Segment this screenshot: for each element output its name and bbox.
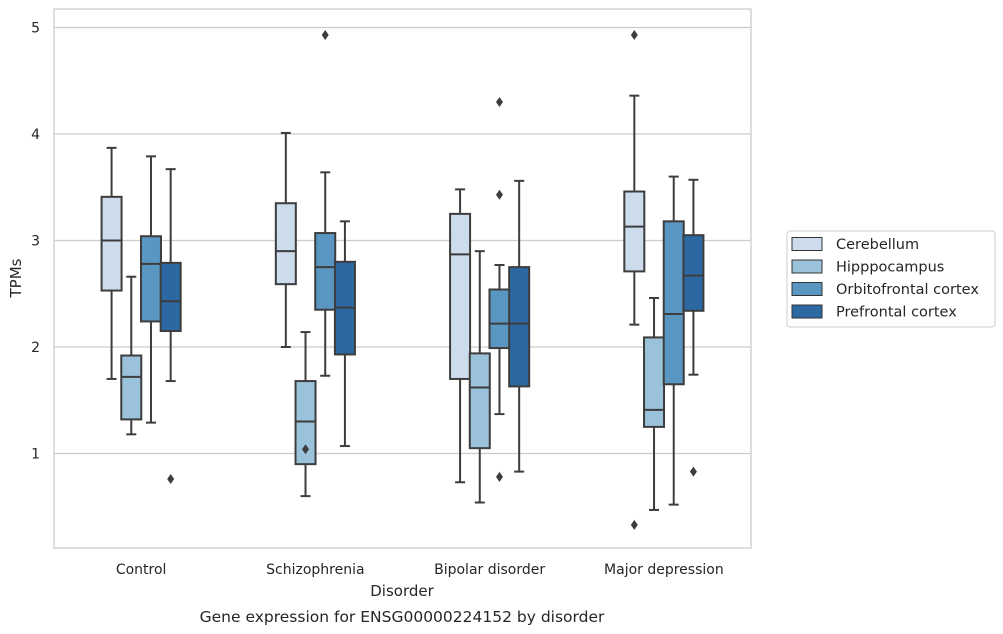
x-tick-label-schizophrenia: Schizophrenia [266,562,364,578]
legend-frame [786,230,996,328]
x-tick-labels: Control Schizophrenia Bipolar disorder Majo… [116,562,724,578]
box-iqr [100,195,123,292]
outlier-point [630,29,638,40]
box-iqr [139,235,162,323]
box-iqr [294,380,317,466]
legend-label-cerebellum: Cerebellum [836,237,919,253]
x-axis-label: Disorder [370,582,434,600]
legend: Cerebellum Hipppocampus Orbitofrontal cort… [786,230,996,328]
y-axis-label: TPMs [7,258,25,298]
outlier-point [495,97,503,108]
box-hipppocampus-0 [120,275,143,436]
box-iqr [623,190,646,273]
legend-swatch-hipppocampus [791,259,823,274]
box-prefrontal-cortex-3 [682,178,705,477]
outlier-point [321,29,329,40]
y-tick-label-5: 5 [31,21,40,37]
chart-caption: Gene expression for ENSG00000224152 by d… [200,608,605,626]
legend-label-prefrontal-cortex: Prefrontal cortex [836,305,957,321]
box-orbitofrontal-cortex-2 [488,97,511,482]
box-prefrontal-cortex-0 [159,168,182,485]
outlier-point [630,519,638,530]
box-iqr [662,220,685,386]
box-cerebellum-0 [100,146,123,380]
box-cerebellum-1 [274,131,297,348]
box-iqr [468,352,491,450]
box-iqr [449,212,472,380]
legend-label-hipppocampus: Hipppocampus [836,260,944,276]
outlier-point [495,471,503,482]
x-tick-label-control: Control [116,562,167,578]
box-iqr [508,266,531,388]
box-cerebellum-2 [449,188,472,484]
legend-swatch-prefrontal-cortex [791,304,823,319]
legend-entries: Cerebellum Hipppocampus Orbitofrontal cort… [791,237,979,321]
y-tick-label-1: 1 [31,447,40,463]
y-tick-labels: 1 2 3 4 5 [31,21,40,463]
outlier-point [302,444,310,455]
outlier-point [167,474,175,485]
y-tick-label-3: 3 [31,234,40,250]
outlier-point [689,466,697,477]
box-prefrontal-cortex-1 [333,220,356,448]
box-iqr [159,261,182,333]
x-tick-label-major-depression: Major depression [604,562,724,578]
box-hipppocampus-2 [468,250,491,504]
legend-label-orbitofrontal-cortex: Orbitofrontal cortex [836,282,979,298]
box-iqr [682,234,705,312]
box-cerebellum-3 [623,29,646,530]
y-tick-label-2: 2 [31,340,40,356]
box-iqr [120,354,143,421]
box-marks [100,29,705,530]
box-orbitofrontal-cortex-3 [662,175,685,506]
x-tick-label-bipolar-disorder: Bipolar disorder [434,562,545,578]
plot-frame [53,8,752,549]
box-iqr [314,232,337,311]
box-hipppocampus-1 [294,331,317,498]
box-iqr [488,288,511,350]
legend-swatch-cerebellum [791,237,823,251]
outlier-point [495,189,503,200]
box-orbitofrontal-cortex-1 [314,29,337,377]
box-hipppocampus-3 [643,297,666,511]
box-iqr [643,336,666,428]
box-iqr [274,202,297,286]
box-prefrontal-cortex-2 [508,179,531,473]
y-tick-label-4: 4 [31,127,40,143]
legend-swatch-orbitofrontal-cortex [791,282,823,296]
